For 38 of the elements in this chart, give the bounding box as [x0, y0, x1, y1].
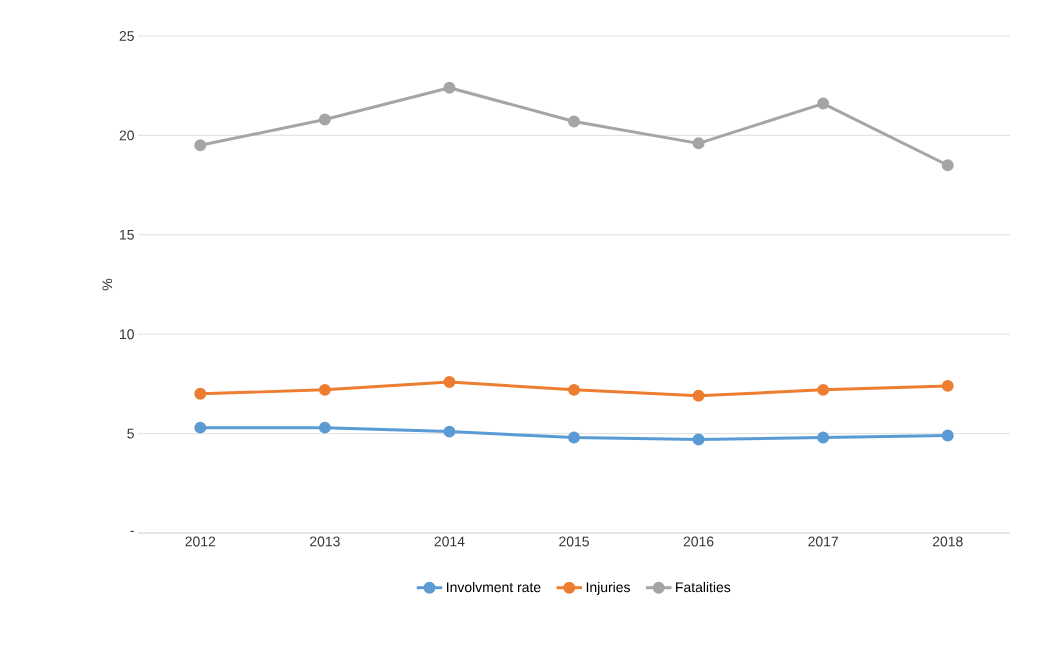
x-tick-label: 2012 — [185, 536, 216, 547]
point — [817, 431, 830, 444]
legend-label: Involvment rate — [447, 581, 541, 593]
point — [318, 113, 331, 126]
point — [443, 375, 456, 388]
x-tick-label: 2014 — [434, 536, 465, 547]
point — [568, 383, 580, 396]
point — [692, 137, 705, 150]
y-tick-label: 25 — [119, 31, 134, 41]
point — [568, 431, 580, 444]
point — [692, 433, 705, 446]
point — [318, 383, 331, 396]
point — [817, 383, 830, 396]
point — [194, 139, 207, 152]
x-tick-label: 2018 — [932, 536, 963, 547]
y-tick-label: 15 — [120, 229, 134, 240]
x-tick-label: 2015 — [559, 536, 589, 547]
point — [817, 97, 830, 110]
y-axis-title: % — [102, 278, 113, 291]
point — [194, 421, 207, 434]
legend-label: Injuries — [586, 581, 630, 595]
point — [443, 425, 456, 438]
x-tick-label: 2016 — [683, 536, 714, 547]
y-tick-label: 20 — [119, 130, 134, 141]
point — [443, 81, 456, 94]
y-tick-label: 10 — [120, 329, 134, 340]
point — [194, 387, 207, 400]
x-tick-label: 2013 — [310, 536, 340, 547]
point — [568, 115, 580, 128]
x-tick-label: 2017 — [808, 536, 838, 547]
y-tick-label: 5 — [127, 428, 134, 439]
point — [692, 389, 705, 402]
point — [318, 421, 331, 434]
point — [941, 379, 954, 392]
legend-label: Fatalities — [676, 581, 731, 593]
point — [941, 159, 954, 172]
y-tick-label: - — [130, 530, 134, 532]
point — [941, 429, 954, 442]
